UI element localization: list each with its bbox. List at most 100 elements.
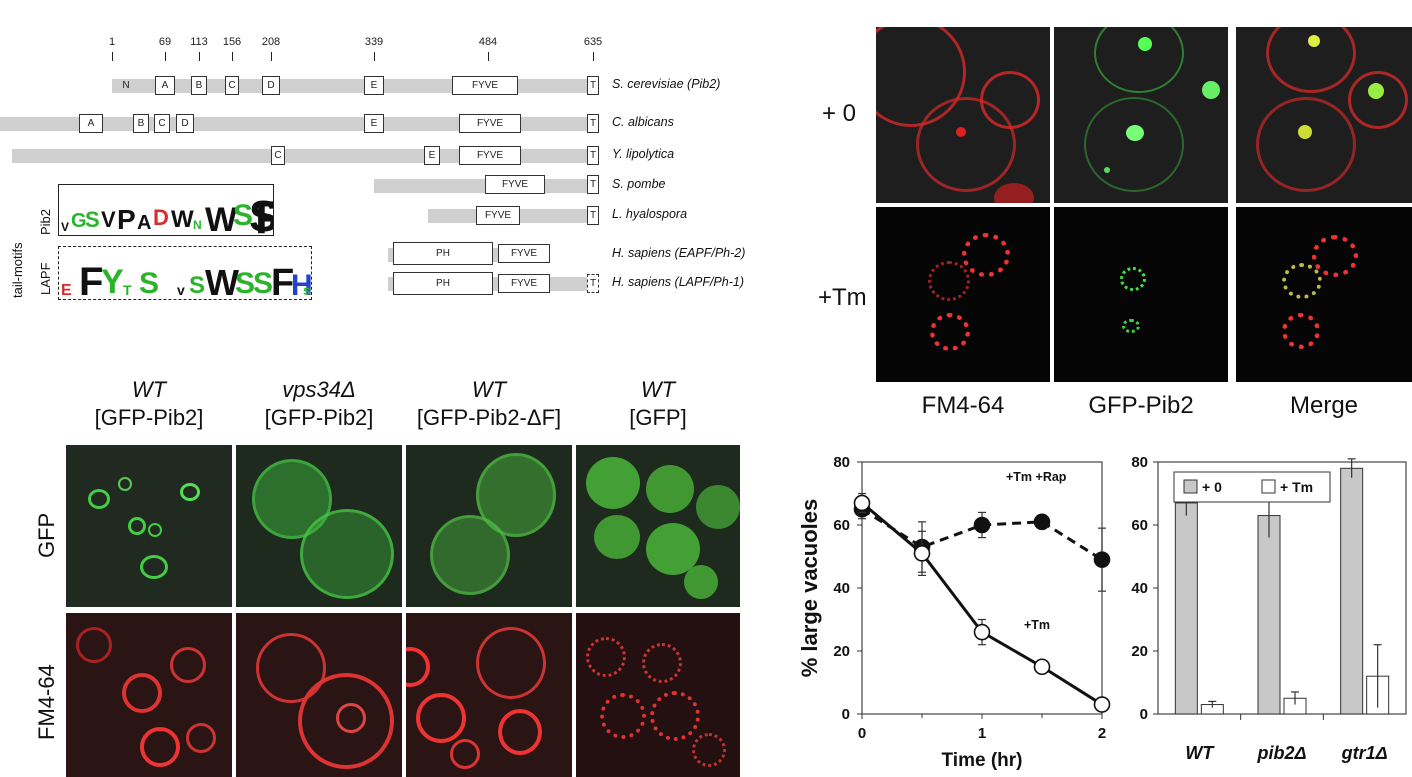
domain-fyve: FYVE	[498, 244, 550, 263]
domain-ph: PH	[393, 272, 493, 295]
domain-d: D	[262, 76, 280, 95]
data-point	[973, 623, 991, 641]
legend-swatch	[1261, 479, 1276, 494]
micrograph-fm4-64-tunicamycin	[876, 207, 1050, 382]
x-tick-label: 2	[1098, 725, 1106, 742]
domain-fyve: FYVE	[459, 146, 521, 165]
x-tick-label: 0	[858, 725, 866, 742]
data-point	[1093, 696, 1111, 713]
svg-text:F: F	[271, 262, 294, 299]
svg-text:D: D	[153, 205, 169, 230]
lapf-sequence-logo: E F Y T S v S W S S F H s	[58, 246, 312, 300]
protein-bar-calbicans	[0, 117, 596, 131]
domain-c: C	[225, 76, 239, 95]
data-point	[913, 545, 931, 562]
pib2-sequence-logo: V G S V P A D W N W S S F	[58, 184, 274, 236]
tick-mark	[199, 52, 200, 61]
pib2-motif-label: Pib2	[38, 208, 53, 235]
x-axis-label: Time (hr)	[942, 750, 1023, 771]
tick-mark	[271, 52, 272, 61]
tick-label-1: 1	[108, 36, 116, 48]
y-tick-label: 60	[833, 517, 850, 534]
tick-mark	[112, 52, 113, 61]
svg-text:S: S	[139, 267, 159, 299]
domain-ph: PH	[393, 242, 493, 265]
domain-b: B	[133, 114, 149, 133]
line-chart: 0 20 40 60 80 0 1 2 Time (hr) % large vacuoles +Tm…	[797, 457, 1111, 771]
data-point	[1033, 513, 1051, 531]
domain-t: T	[587, 146, 599, 165]
svg-text:W: W	[205, 201, 238, 235]
construct-label: [GFP-Pib2]	[264, 405, 374, 430]
lapf-logo-graphic: E F Y T S v S W S S F H s	[61, 260, 311, 299]
bar-untreated-1	[1257, 515, 1281, 715]
row-label-gfp: GFP	[34, 512, 59, 558]
svg-text:S: S	[233, 199, 253, 232]
tick-mark	[488, 52, 489, 61]
svg-text:S: S	[85, 207, 100, 232]
column-header-wt-gfp: WT [GFP]	[576, 376, 740, 432]
y-tick-label: 80	[833, 457, 850, 471]
micrograph-merge-untreated	[1236, 27, 1412, 203]
svg-text:S: S	[253, 267, 273, 299]
species-label: S. cerevisiae (Pib2)	[612, 77, 721, 91]
species-label: Y. lipolytica	[612, 147, 675, 161]
row-label-plus-tm: +Tm	[818, 284, 867, 311]
micrograph-gfp-pib2-tunicamycin	[1054, 207, 1228, 382]
svg-text:Y: Y	[101, 263, 124, 299]
svg-text:F: F	[255, 191, 273, 235]
category-label: WT	[1185, 743, 1215, 763]
svg-text:P: P	[117, 204, 136, 235]
tick-label-156: 156	[222, 36, 242, 48]
bar-untreated-0	[1174, 502, 1198, 715]
tick-mark	[165, 52, 166, 61]
bar-chart: 0 20 40 60 80 WT pib2Δ gtr1Δ + 0 + Tm	[1131, 457, 1407, 763]
tick-mark	[374, 52, 375, 61]
micrograph-fm4-64-wt-gfp-pib2-deltaf	[406, 613, 572, 777]
micrograph-gfp-vps34-gfp-pib2	[236, 445, 402, 607]
y-tick-label: 80	[1131, 457, 1148, 471]
column-label-fm4-64: FM4-64	[921, 392, 1005, 419]
svg-text:s: s	[303, 282, 311, 298]
y-axis-label: % large vacuoles	[797, 499, 822, 678]
svg-text:H: H	[291, 269, 311, 299]
domain-t: T	[587, 114, 599, 133]
legend-label: + 0	[1202, 479, 1222, 495]
y-tick-label: 20	[1131, 643, 1148, 660]
tail-motifs-label: tail-motifs	[10, 242, 25, 298]
svg-text:G: G	[71, 210, 87, 232]
tick-label-484: 484	[478, 36, 498, 48]
domain-fyve: FYVE	[498, 274, 550, 293]
plot-frame	[861, 461, 1103, 715]
svg-text:V: V	[61, 220, 69, 234]
y-tick-label: 20	[833, 643, 850, 660]
y-tick-label: 0	[1140, 706, 1148, 723]
domain-a: A	[79, 114, 103, 133]
data-point	[1033, 658, 1051, 676]
y-tick-label: 0	[842, 706, 850, 723]
micrograph-gfp-wt-gfp	[576, 445, 740, 607]
species-label: L. hyalospora	[612, 207, 688, 221]
data-point	[973, 516, 991, 534]
domain-a: A	[155, 76, 175, 95]
row-label-fm4-64: FM4-64	[34, 664, 59, 740]
construct-label: [GFP]	[629, 405, 687, 430]
domain-t: T	[587, 206, 599, 225]
micrograph-fm4-64-vps34-gfp-pib2	[236, 613, 402, 777]
domain-t: T	[587, 76, 599, 95]
svg-text:W: W	[205, 262, 239, 299]
domain-fyve: FYVE	[476, 206, 520, 225]
tick-label-339: 339	[364, 36, 384, 48]
micrograph-merge-tunicamycin	[1236, 207, 1412, 382]
y-tick-label: 60	[1131, 517, 1148, 534]
column-header-wt-gfp-pib2-deltaf: WT [GFP-Pib2-ΔF]	[406, 376, 572, 432]
svg-text:N: N	[193, 218, 202, 232]
svg-text:T: T	[123, 282, 132, 298]
domain-b: B	[191, 76, 207, 95]
svg-text:V: V	[101, 207, 116, 232]
domain-c: C	[154, 114, 170, 133]
column-label-gfp-pib2: GFP-Pib2	[1088, 392, 1194, 419]
micrograph-gfp-pib2-untreated	[1054, 27, 1228, 203]
data-point	[1093, 551, 1111, 568]
svg-text:W: W	[171, 206, 194, 233]
